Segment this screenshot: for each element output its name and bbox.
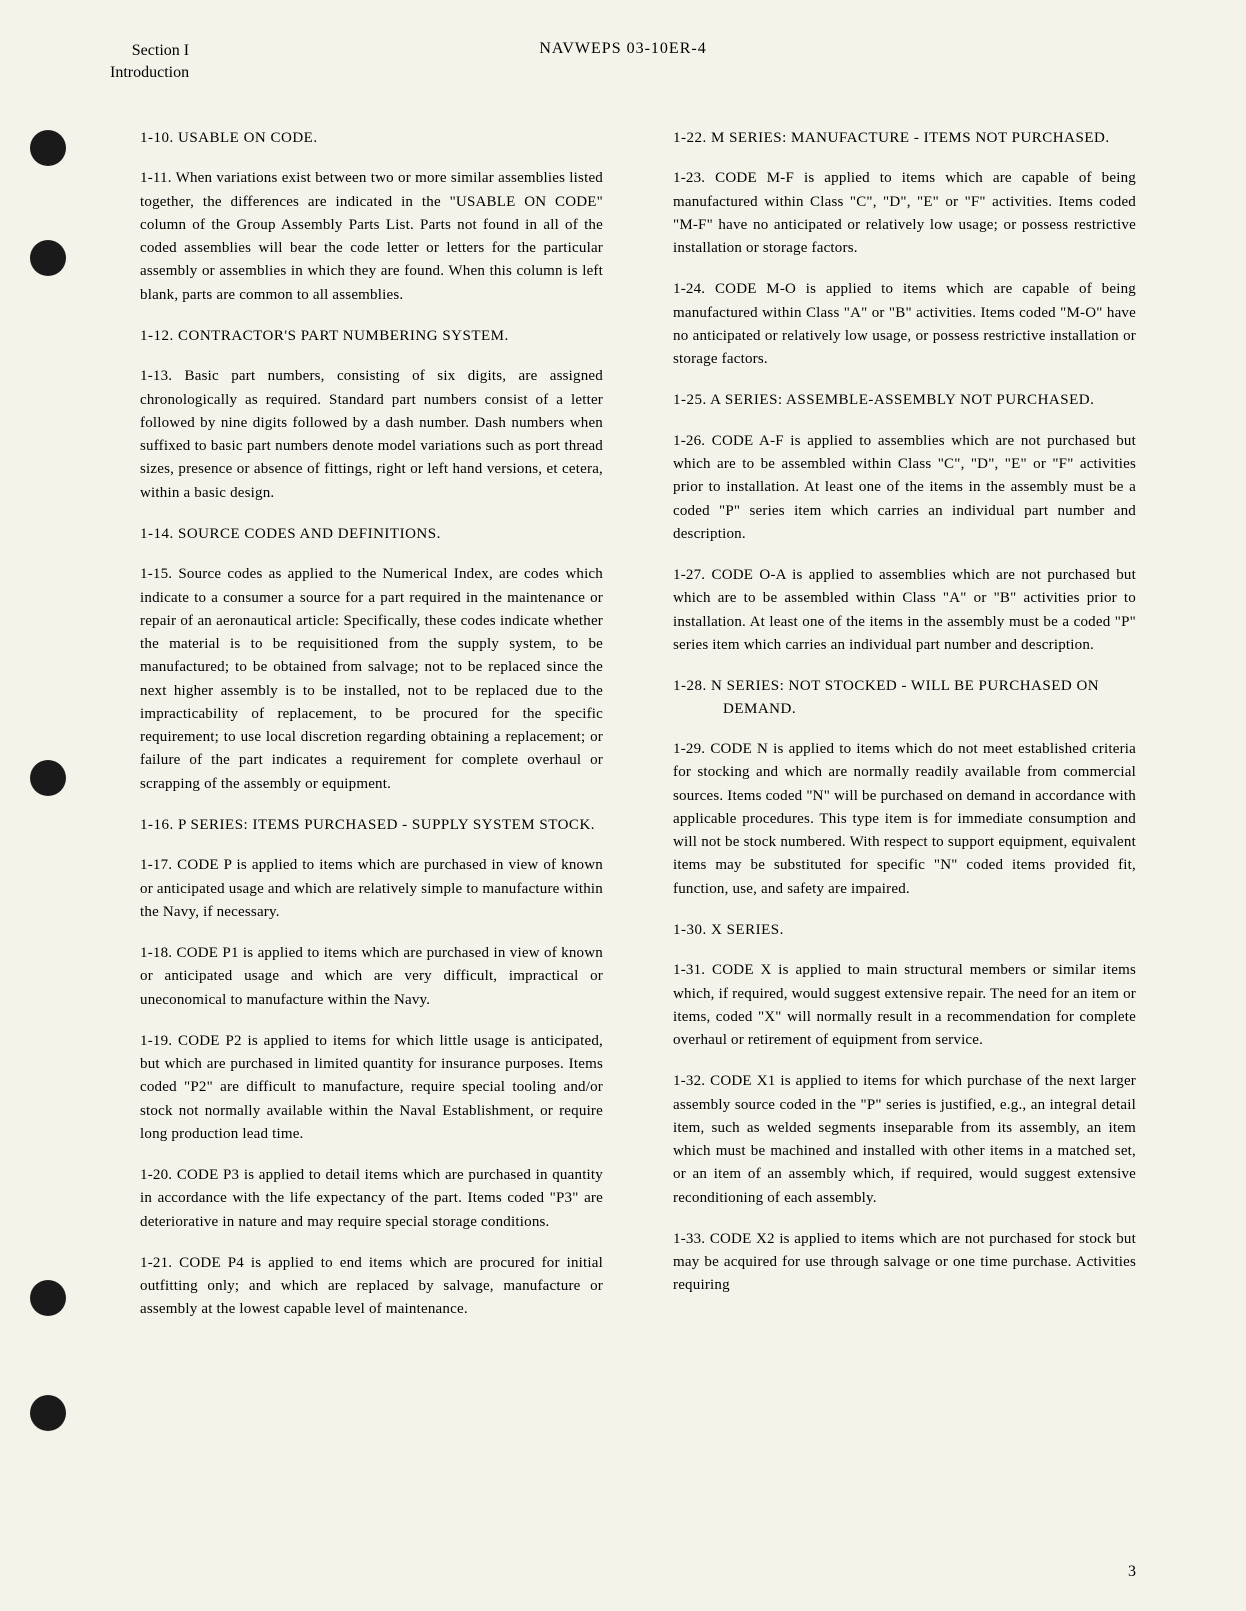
punch-hole: [30, 1395, 66, 1431]
page-number: 3: [1128, 1563, 1136, 1581]
left-column: 1-10. USABLE ON CODE. 1-11. When variatio…: [140, 123, 603, 1340]
section-heading: 1-30. X SERIES.: [673, 919, 1136, 942]
punch-hole: [30, 760, 66, 796]
paragraph-text: 1-26. CODE A-F is applied to assemblies …: [673, 430, 1136, 546]
paragraph-text: 1-24. CODE M-O is applied to items which…: [673, 278, 1136, 371]
paragraph-text: 1-15. Source codes as applied to the Num…: [140, 563, 603, 796]
paragraph-text: 1-32. CODE X1 is applied to items for wh…: [673, 1070, 1136, 1210]
section-heading: 1-25. A SERIES: ASSEMBLE-ASSEMBLY NOT PU…: [673, 389, 1136, 412]
paragraph-text: 1-21. CODE P4 is applied to end items wh…: [140, 1252, 603, 1322]
paragraph-text: 1-13. Basic part numbers, consisting of …: [140, 365, 603, 505]
paragraph-text: 1-17. CODE P is applied to items which a…: [140, 854, 603, 924]
section-heading: 1-14. SOURCE CODES AND DEFINITIONS.: [140, 523, 603, 546]
section-heading: 1-28. N SERIES: NOT STOCKED - WILL BE PU…: [673, 675, 1136, 720]
paragraph-text: 1-31. CODE X is applied to main structur…: [673, 959, 1136, 1052]
subsection-label: Introduction: [110, 62, 189, 84]
paragraph-text: 1-20. CODE P3 is applied to detail items…: [140, 1164, 603, 1234]
section-label: Section I: [110, 40, 189, 62]
paragraph-text: 1-23. CODE M-F is applied to items which…: [673, 167, 1136, 260]
section-heading: 1-16. P SERIES: ITEMS PURCHASED - SUPPLY…: [140, 814, 603, 837]
paragraph-text: 1-19. CODE P2 is applied to items for wh…: [140, 1030, 603, 1146]
content-area: 1-10. USABLE ON CODE. 1-11. When variatio…: [50, 93, 1196, 1340]
section-heading: 1-10. USABLE ON CODE.: [140, 127, 603, 150]
document-number: NAVWEPS 03-10ER-4: [539, 40, 706, 58]
punch-hole: [30, 130, 66, 166]
section-heading: 1-22. M SERIES: MANUFACTURE - ITEMS NOT …: [673, 127, 1136, 150]
section-heading: 1-12. CONTRACTOR'S PART NUMBERING SYSTEM…: [140, 325, 603, 348]
page-header: NAVWEPS 03-10ER-4 Section I Introduction: [50, 40, 1196, 85]
paragraph-text: 1-33. CODE X2 is applied to items which …: [673, 1228, 1136, 1298]
paragraph-text: 1-18. CODE P1 is applied to items which …: [140, 942, 603, 1012]
header-right: Section I Introduction: [110, 40, 189, 85]
paragraph-text: 1-11. When variations exist between two …: [140, 167, 603, 307]
punch-hole: [30, 240, 66, 276]
punch-hole: [30, 1280, 66, 1316]
paragraph-text: 1-29. CODE N is applied to items which d…: [673, 738, 1136, 901]
paragraph-text: 1-27. CODE O-A is applied to assemblies …: [673, 564, 1136, 657]
right-column: 1-22. M SERIES: MANUFACTURE - ITEMS NOT …: [673, 123, 1136, 1340]
